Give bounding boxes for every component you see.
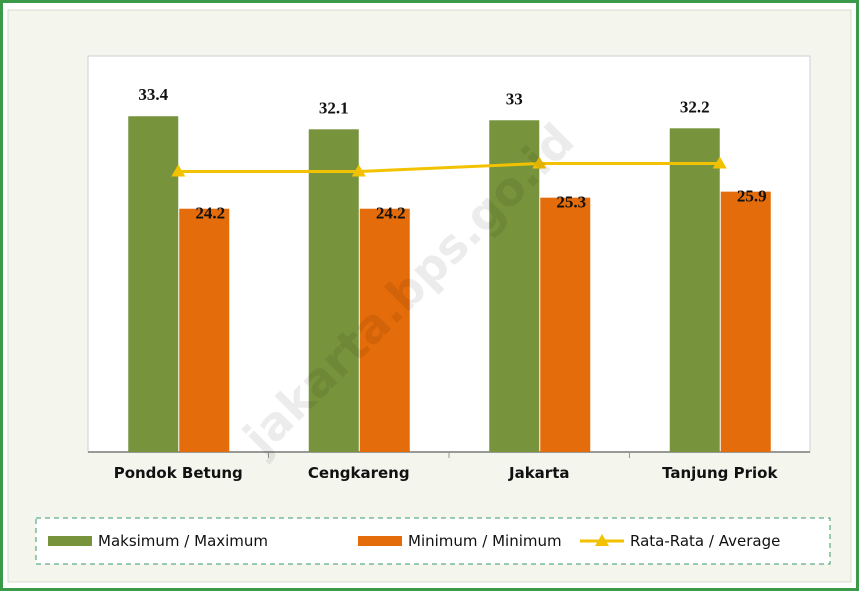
value-label: 33 xyxy=(506,89,523,108)
average-line xyxy=(178,161,720,174)
x-tick-label: Cengkareng xyxy=(308,464,410,482)
x-tick-label: Pondok Betung xyxy=(114,464,243,482)
legend-box xyxy=(35,517,831,565)
bar xyxy=(489,120,540,453)
value-label: 25.9 xyxy=(737,187,767,206)
value-label: 24.2 xyxy=(195,204,225,223)
value-label: 25.3 xyxy=(556,193,586,212)
average-marker xyxy=(532,156,547,169)
bar xyxy=(128,116,179,453)
bar xyxy=(359,208,410,452)
bar xyxy=(179,208,230,452)
bar xyxy=(720,191,771,452)
bar xyxy=(669,128,720,452)
value-label: 32.2 xyxy=(680,97,710,116)
legend-swatch xyxy=(48,536,92,546)
value-label: 32.1 xyxy=(319,98,349,117)
value-label: 33.4 xyxy=(138,85,168,104)
x-tick-label: Jakarta xyxy=(508,464,570,482)
bar xyxy=(308,129,359,452)
legend-label: Rata-Rata / Average xyxy=(630,532,780,550)
value-label: 24.2 xyxy=(376,204,406,223)
legend-label: Minimum / Minimum xyxy=(408,532,562,550)
legend-swatch xyxy=(358,536,402,546)
average-marker xyxy=(351,164,366,177)
legend-swatch-marker xyxy=(595,534,609,546)
average-marker xyxy=(712,156,727,169)
legend-label: Maksimum / Maximum xyxy=(98,532,268,550)
average-marker xyxy=(171,164,186,177)
x-tick-label: Tanjung Priok xyxy=(662,464,778,482)
bar xyxy=(540,197,591,452)
marks: Pondok Betung 33.4 24.2 Cengkareng 32.1 24.2 J… xyxy=(48,85,810,550)
